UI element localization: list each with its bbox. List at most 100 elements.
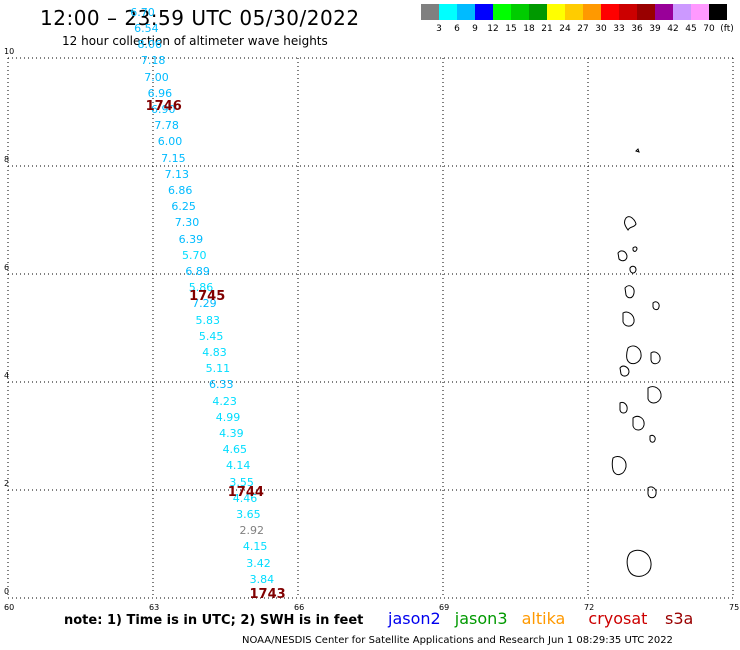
- longitude-tick-label: 66: [294, 603, 305, 612]
- wave-height-label: 5.11: [205, 362, 231, 376]
- wave-height-label: 7.29: [192, 297, 217, 311]
- lat-lon-grid: [7, 57, 734, 599]
- latitude-tick-label: 8: [4, 155, 10, 164]
- wave-height-label: 6.70: [130, 5, 155, 19]
- atoll-outline: [652, 301, 660, 311]
- legend-swatch: [583, 4, 601, 20]
- wave-height-label: 5.83: [195, 313, 221, 327]
- longitude-tick-label: 63: [149, 603, 160, 612]
- legend-swatch: [673, 4, 691, 20]
- atoll-outline: [635, 148, 640, 153]
- latitude-tick-label: 6: [4, 263, 10, 272]
- longitude-tick-label: 72: [584, 603, 595, 612]
- legend-swatch: [655, 4, 673, 20]
- wave-height-label: 7.30: [174, 216, 200, 230]
- wave-height-label: 4.46: [232, 491, 258, 505]
- wave-height-label: 6.89: [185, 265, 210, 278]
- wave-height-label: 6.25: [171, 200, 196, 214]
- legend-swatch: [439, 4, 457, 20]
- pass-id-label: 1745: [189, 289, 226, 305]
- wave-height-label: 7.13: [164, 167, 190, 181]
- legend-label: (ft): [720, 24, 734, 34]
- wave-height-label: 6.86: [167, 184, 193, 197]
- atoll-outline: [624, 285, 635, 299]
- legend-label: 70: [703, 24, 715, 34]
- maldives-atolls: [611, 148, 662, 577]
- atoll-outline: [624, 216, 637, 231]
- wave-height-label: 7.00: [144, 70, 169, 84]
- wave-height-label: 4.99: [215, 410, 241, 424]
- atoll-outline: [611, 455, 627, 475]
- pass-id-label: 1744: [227, 484, 264, 500]
- wave-height-label: 3.42: [246, 556, 271, 570]
- legend-label: 9: [472, 24, 478, 34]
- wave-height-label: 6.00: [157, 135, 183, 149]
- wave-height-label: 3.65: [236, 508, 261, 521]
- atoll-outline: [622, 311, 635, 327]
- wave-height-label: 4.23: [212, 394, 237, 408]
- atoll-outline: [649, 434, 656, 443]
- legend-swatch: [547, 4, 565, 20]
- footer-note: note: 1) Time is in UTC; 2) SWH is in fe…: [64, 613, 364, 628]
- legend-swatch: [637, 4, 655, 20]
- legend-label: 30: [595, 24, 607, 34]
- pass-id-label: 1746: [145, 99, 182, 115]
- wave-height-label: 3.55: [229, 475, 254, 489]
- wave-height-label: 4.14: [225, 459, 251, 473]
- latitude-tick-label: 2: [4, 479, 10, 488]
- wave-height-label: 6.90: [151, 103, 176, 116]
- map-area: 60636669727502468109.008.757.527.827.808…: [4, 0, 739, 612]
- atoll-outline: [626, 345, 642, 365]
- latitude-tick-label: 10: [4, 47, 15, 56]
- atoll-outline: [632, 246, 638, 252]
- wave-height-label: 6.33: [209, 378, 234, 392]
- longitude-tick-label: 75: [729, 603, 740, 612]
- wave-height-label: 4.39: [219, 427, 244, 440]
- wave-height-label: 4.83: [202, 346, 227, 359]
- wave-height-label: 7.78: [154, 119, 179, 133]
- atoll-outline: [619, 402, 628, 414]
- credit-line: NOAA/NESDIS Center for Satellite Applica…: [242, 635, 673, 646]
- wave-height-label: 5.70: [181, 248, 207, 262]
- wave-height-label: 3.84: [249, 572, 275, 586]
- map-title: 12:00 – 23:59 UTC 05/30/2022: [40, 6, 360, 30]
- legend-label: 42: [667, 24, 679, 34]
- atoll-outline: [617, 250, 628, 262]
- legend-swatch: [457, 4, 475, 20]
- satellite-name: jason3: [454, 609, 508, 628]
- legend-label: 24: [559, 24, 571, 34]
- legend-label: 45: [685, 24, 697, 34]
- legend-swatch: [601, 4, 619, 20]
- longitude-tick-label: 60: [4, 603, 15, 612]
- wave-height-label: 7.15: [161, 151, 186, 165]
- wave-height-label: 6.39: [178, 232, 204, 246]
- wave-height-label: 8.06: [137, 38, 163, 52]
- legend-label: 39: [649, 24, 661, 34]
- satellite-name: s3a: [665, 609, 694, 628]
- legend-label: 15: [505, 24, 517, 34]
- map-subtitle: 12 hour collection of altimeter wave hei…: [62, 34, 328, 48]
- legend-swatch: [565, 4, 583, 20]
- satellite-name: jason2: [388, 609, 441, 628]
- legend-swatch: [529, 4, 547, 20]
- satellite-name: altika: [521, 609, 566, 628]
- atoll-outline: [650, 351, 661, 365]
- legend-label: 21: [541, 24, 553, 34]
- atoll-outline: [647, 486, 657, 499]
- legend-label: 36: [631, 24, 643, 34]
- satellite-name: cryosat: [588, 609, 648, 628]
- legend-swatch: [493, 4, 511, 20]
- color-scale-legend: 3 6 9 12 15 18 21 24 27 30 33 36 39 42 45 70 (ft): [421, 4, 734, 34]
- legend-label: 3: [436, 24, 442, 34]
- wave-height-label: 9.76: [127, 0, 152, 3]
- legend-swatch: [619, 4, 637, 20]
- wave-height-label: 4.65: [222, 443, 248, 457]
- wave-height-label: 6.54: [134, 22, 159, 35]
- atoll-outline: [632, 415, 645, 431]
- pass-id-label: 1743: [249, 586, 286, 602]
- legend-label: 27: [577, 24, 589, 34]
- legend-swatch: [475, 4, 493, 20]
- wave-height-label: 5.86: [188, 281, 214, 295]
- longitude-tick-label: 69: [439, 603, 450, 612]
- legend-label: 12: [487, 24, 499, 34]
